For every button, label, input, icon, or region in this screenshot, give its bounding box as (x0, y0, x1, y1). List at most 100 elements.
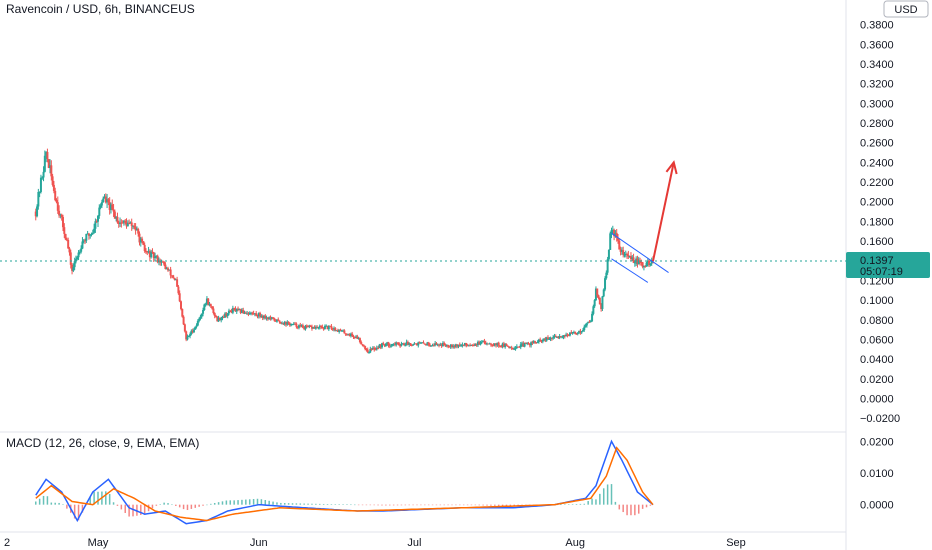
candle[interactable] (303, 326, 306, 331)
candle[interactable] (278, 320, 281, 324)
candle[interactable] (631, 255, 634, 262)
candle[interactable] (431, 343, 434, 347)
candle[interactable] (604, 276, 607, 292)
candle[interactable] (169, 266, 172, 279)
candle[interactable] (329, 325, 332, 327)
candle[interactable] (152, 252, 155, 262)
candle[interactable] (360, 340, 363, 345)
candle[interactable] (313, 325, 316, 329)
candle[interactable] (339, 328, 342, 332)
candle[interactable] (384, 342, 387, 348)
candle[interactable] (457, 344, 460, 349)
candle[interactable] (388, 343, 391, 349)
candle[interactable] (212, 306, 215, 315)
candle[interactable] (562, 335, 565, 340)
candle[interactable] (58, 205, 61, 218)
candle[interactable] (536, 340, 539, 344)
candle[interactable] (330, 324, 333, 331)
candle[interactable] (452, 344, 455, 349)
candle[interactable] (460, 343, 463, 347)
candle[interactable] (147, 246, 150, 254)
candle[interactable] (154, 252, 157, 262)
candle[interactable] (183, 323, 186, 333)
candle[interactable] (522, 341, 525, 348)
candle[interactable] (546, 335, 549, 340)
candle[interactable] (633, 260, 636, 267)
candle[interactable] (190, 329, 193, 336)
candle[interactable] (636, 255, 639, 268)
candle[interactable] (445, 344, 448, 348)
candle[interactable] (237, 306, 240, 312)
candle[interactable] (549, 336, 552, 342)
candle[interactable] (294, 321, 297, 325)
candle[interactable] (148, 249, 151, 262)
candle[interactable] (628, 255, 631, 258)
candle[interactable] (191, 328, 194, 334)
candle[interactable] (417, 341, 420, 348)
candle[interactable] (309, 324, 312, 327)
candle[interactable] (377, 346, 380, 350)
candle[interactable] (157, 257, 160, 266)
candle[interactable] (69, 249, 72, 269)
candle[interactable] (225, 312, 228, 318)
candle[interactable] (583, 324, 586, 332)
candle[interactable] (117, 220, 120, 228)
candle[interactable] (261, 314, 264, 321)
candle[interactable] (392, 343, 395, 347)
candle[interactable] (449, 344, 452, 349)
candle[interactable] (64, 233, 67, 241)
candle[interactable] (650, 257, 653, 266)
candle[interactable] (141, 236, 144, 244)
candle[interactable] (361, 343, 364, 347)
candle[interactable] (226, 312, 229, 319)
candle[interactable] (286, 320, 289, 326)
candle[interactable] (251, 311, 254, 316)
candle[interactable] (444, 343, 447, 347)
candle[interactable] (510, 345, 513, 351)
candle[interactable] (45, 151, 48, 163)
candle[interactable] (620, 247, 623, 255)
candle[interactable] (164, 262, 167, 270)
candle[interactable] (36, 204, 39, 218)
candle[interactable] (300, 324, 303, 328)
candle[interactable] (470, 344, 473, 346)
candle[interactable] (130, 218, 133, 231)
candle[interactable] (422, 340, 425, 344)
macd-pane[interactable] (35, 439, 654, 525)
candle[interactable] (592, 304, 595, 316)
candle[interactable] (532, 340, 535, 344)
candle[interactable] (356, 334, 359, 339)
candle[interactable] (107, 197, 110, 206)
candle[interactable] (85, 233, 88, 243)
candle[interactable] (60, 213, 63, 221)
candle[interactable] (439, 342, 442, 346)
candle[interactable] (448, 345, 451, 348)
candle[interactable] (95, 219, 98, 223)
candle[interactable] (100, 199, 103, 209)
candle[interactable] (391, 343, 394, 347)
candle[interactable] (217, 315, 220, 323)
candle[interactable] (318, 324, 321, 330)
candle[interactable] (250, 311, 253, 316)
candle[interactable] (578, 330, 581, 334)
candle[interactable] (352, 334, 355, 339)
candle[interactable] (441, 341, 444, 347)
candle[interactable] (277, 317, 280, 321)
candle[interactable] (221, 315, 224, 321)
candle[interactable] (480, 340, 483, 344)
candle[interactable] (224, 311, 227, 318)
candle[interactable] (458, 342, 461, 347)
candle[interactable] (497, 341, 500, 348)
candle[interactable] (580, 330, 583, 335)
candle[interactable] (508, 345, 511, 349)
candle[interactable] (465, 342, 468, 348)
candle[interactable] (84, 238, 87, 245)
candle[interactable] (135, 226, 138, 231)
candle[interactable] (340, 329, 343, 332)
candle[interactable] (121, 220, 124, 224)
candle[interactable] (124, 219, 127, 225)
candle[interactable] (484, 340, 487, 345)
candle[interactable] (400, 341, 403, 347)
candle[interactable] (204, 302, 207, 307)
